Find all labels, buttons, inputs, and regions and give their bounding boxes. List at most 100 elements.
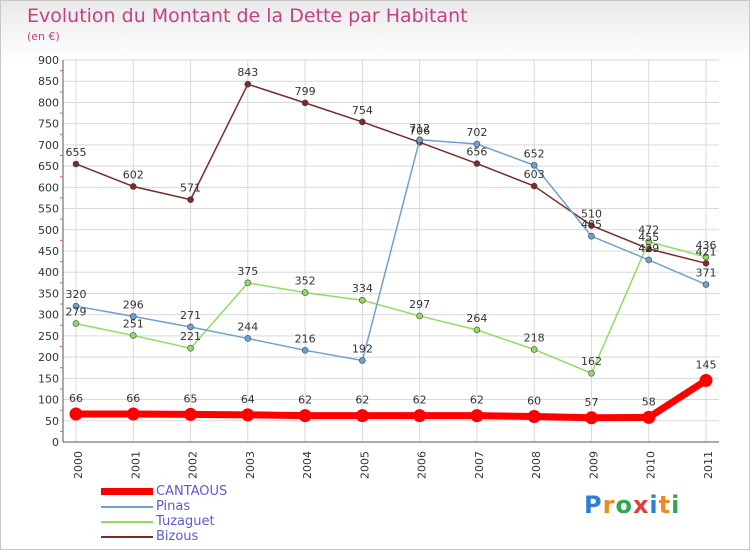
data-label-bizous-2010: 455 <box>638 231 659 244</box>
data-label-pinas-2009: 485 <box>581 218 602 231</box>
data-label-pinas-2006: 712 <box>409 122 430 135</box>
data-point-cantaous-2005 <box>355 409 369 423</box>
data-point-bizous-2008 <box>530 182 538 190</box>
data-point-tuzaguet-2001 <box>129 332 137 339</box>
data-point-pinas-2006 <box>416 136 423 144</box>
data-point-tuzaguet-2010 <box>645 238 653 245</box>
data-label-tuzaguet-2009: 162 <box>581 355 602 368</box>
data-label-bizous-2007: 656 <box>466 146 487 159</box>
data-label-bizous-2000: 655 <box>66 146 87 159</box>
series-line-bizous <box>75 83 707 265</box>
data-point-pinas-2010 <box>645 256 653 264</box>
x-tick-label-2009: 2009 <box>587 451 600 479</box>
data-point-pinas-2004 <box>301 347 309 354</box>
data-label-tuzaguet-2002: 221 <box>180 330 201 343</box>
data-label-pinas-2005: 192 <box>352 343 373 356</box>
chart-subtitle: (en €) <box>27 30 60 43</box>
chart-title: Evolution du Montant de la Dette par Hab… <box>27 5 468 27</box>
y-tick-label-500: 500 <box>38 224 59 237</box>
data-label-tuzaguet-2003: 375 <box>237 265 258 278</box>
y-tick-label-600: 600 <box>38 181 59 194</box>
data-label-cantaous-2008: 60 <box>527 395 541 408</box>
x-tick-label-2006: 2006 <box>416 451 429 479</box>
data-point-cantaous-2009 <box>584 411 598 425</box>
data-label-tuzaguet-2008: 218 <box>524 331 545 344</box>
legend-swatch-bizous <box>101 536 153 538</box>
legend-swatch-cantaous <box>101 488 153 495</box>
data-point-bizous-2005 <box>359 118 366 126</box>
y-tick-label-700: 700 <box>38 139 59 152</box>
y-tick-label-300: 300 <box>38 309 59 322</box>
data-point-tuzaguet-2005 <box>359 296 366 304</box>
y-tick-label-650: 650 <box>38 160 59 173</box>
x-tick-label-2005: 2005 <box>358 451 371 479</box>
legend-swatch-pinas <box>101 506 153 508</box>
legend-label-pinas: Pinas <box>156 499 191 514</box>
data-point-cantaous-2002 <box>184 407 198 421</box>
y-tick-label-150: 150 <box>38 372 59 385</box>
data-label-pinas-2007: 702 <box>466 126 487 139</box>
data-label-cantaous-2001: 66 <box>126 392 140 405</box>
data-label-pinas-2004: 216 <box>295 332 316 345</box>
data-point-pinas-2002 <box>187 323 194 331</box>
data-point-cantaous-2004 <box>298 409 312 423</box>
data-point-cantaous-2003 <box>241 408 255 422</box>
x-tick-label-2004: 2004 <box>301 451 314 479</box>
proxiti-logo: Proxiti <box>584 491 681 519</box>
y-tick-label-250: 250 <box>38 330 59 343</box>
data-label-cantaous-2000: 66 <box>69 392 83 405</box>
x-tick-label-2008: 2008 <box>530 451 543 479</box>
data-label-cantaous-2006: 62 <box>413 394 427 407</box>
data-label-bizous-2004: 799 <box>295 85 316 98</box>
data-label-cantaous-2005: 62 <box>355 394 369 407</box>
x-tick-label-2007: 2007 <box>473 451 486 479</box>
data-point-pinas-2007 <box>473 140 481 148</box>
y-tick-label-750: 750 <box>38 118 59 131</box>
data-point-cantaous-2000 <box>69 407 83 421</box>
data-label-tuzaguet-2005: 334 <box>352 282 373 295</box>
data-point-bizous-2003 <box>244 80 252 88</box>
data-point-tuzaguet-2007 <box>473 326 481 334</box>
x-tick-label-2011: 2011 <box>702 451 715 479</box>
series-line-cantaous <box>72 376 710 422</box>
data-label-bizous-2001: 602 <box>123 168 144 181</box>
y-tick-label-400: 400 <box>38 266 59 279</box>
data-label-bizous-2005: 754 <box>352 104 373 117</box>
data-label-bizous-2009: 510 <box>581 208 602 221</box>
x-tick-label-2010: 2010 <box>645 451 658 479</box>
data-point-tuzaguet-2009 <box>588 369 595 377</box>
data-point-pinas-2009 <box>588 232 595 240</box>
data-label-bizous-2006: 706 <box>409 124 430 137</box>
data-label-pinas-2000: 320 <box>66 288 87 301</box>
data-point-tuzaguet-2008 <box>530 346 538 353</box>
y-tick-label-0: 0 <box>52 436 59 449</box>
data-label-pinas-2001: 296 <box>123 298 144 311</box>
legend-label-tuzaguet: Tuzaguet <box>156 514 215 529</box>
data-label-tuzaguet-2011: 436 <box>696 239 717 252</box>
x-tick-label-2000: 2000 <box>72 451 85 479</box>
y-tick-label-550: 550 <box>38 203 59 216</box>
data-point-tuzaguet-2000 <box>72 320 80 327</box>
data-point-pinas-2003 <box>244 335 252 342</box>
y-tick-label-450: 450 <box>38 245 59 258</box>
data-label-pinas-2002: 271 <box>180 309 201 322</box>
data-point-cantaous-2007 <box>470 409 484 423</box>
data-label-tuzaguet-2000: 279 <box>66 306 87 319</box>
data-label-cantaous-2007: 62 <box>470 394 484 407</box>
y-tick-label-850: 850 <box>38 75 59 88</box>
data-point-tuzaguet-2004 <box>301 289 309 296</box>
legend-label-cantaous: CANTAOUS <box>156 484 228 499</box>
data-label-cantaous-2009: 57 <box>584 396 598 409</box>
data-point-cantaous-2011 <box>699 373 713 387</box>
data-label-tuzaguet-2007: 264 <box>466 312 487 325</box>
data-label-cantaous-2003: 64 <box>241 393 255 406</box>
data-label-cantaous-2011: 145 <box>696 358 717 371</box>
y-tick-label-800: 800 <box>38 96 59 109</box>
y-tick-label-900: 900 <box>38 54 59 67</box>
data-label-pinas-2008: 652 <box>524 147 545 160</box>
data-point-cantaous-2008 <box>527 410 541 424</box>
data-label-tuzaguet-2004: 352 <box>295 275 316 288</box>
x-tick-label-2003: 2003 <box>244 451 257 479</box>
series-line-pinas <box>75 139 707 362</box>
